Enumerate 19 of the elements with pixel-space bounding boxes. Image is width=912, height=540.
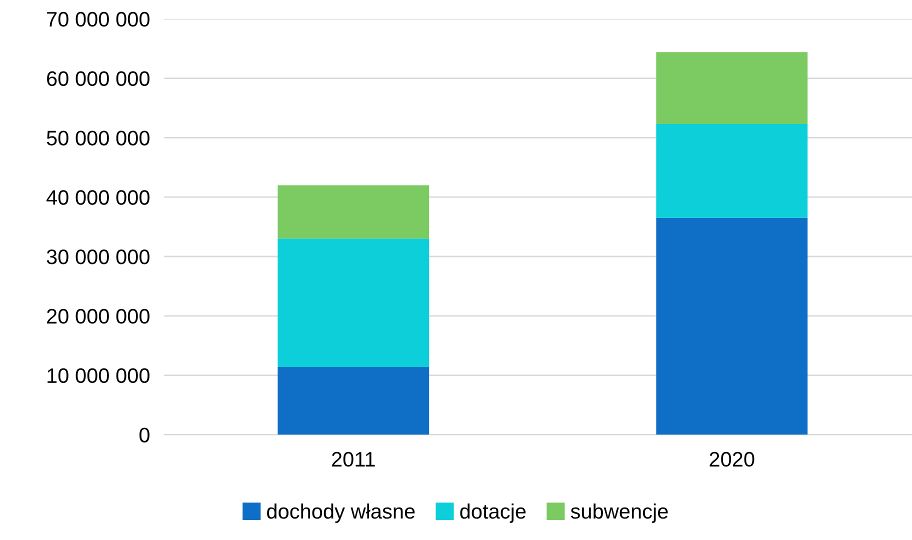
y-tick-label: 10 000 000	[48, 368, 150, 384]
y-tick-label: 0	[140, 428, 150, 442]
legend-label: dotacje	[460, 503, 526, 523]
bar	[278, 238, 430, 367]
y-tick-label: 70 000 000	[47, 12, 150, 27]
bar	[656, 124, 808, 218]
y-tick-label: 50 000 000	[46, 130, 150, 146]
legend-label: subwencje	[570, 503, 668, 523]
bar	[278, 185, 430, 239]
bar	[278, 366, 430, 435]
x-tick-label: 2011	[332, 452, 375, 467]
y-tick-label: 40 000 000	[46, 190, 150, 205]
legend-label: dochody własne	[267, 503, 415, 523]
y-tick-label: 60 000 000	[47, 71, 150, 86]
bar	[656, 52, 808, 124]
bar	[656, 218, 808, 435]
y-tick-label: 20 000 000	[47, 308, 150, 324]
x-tick-label: 2020	[710, 452, 754, 467]
y-tick-label: 30 000 000	[46, 250, 150, 264]
